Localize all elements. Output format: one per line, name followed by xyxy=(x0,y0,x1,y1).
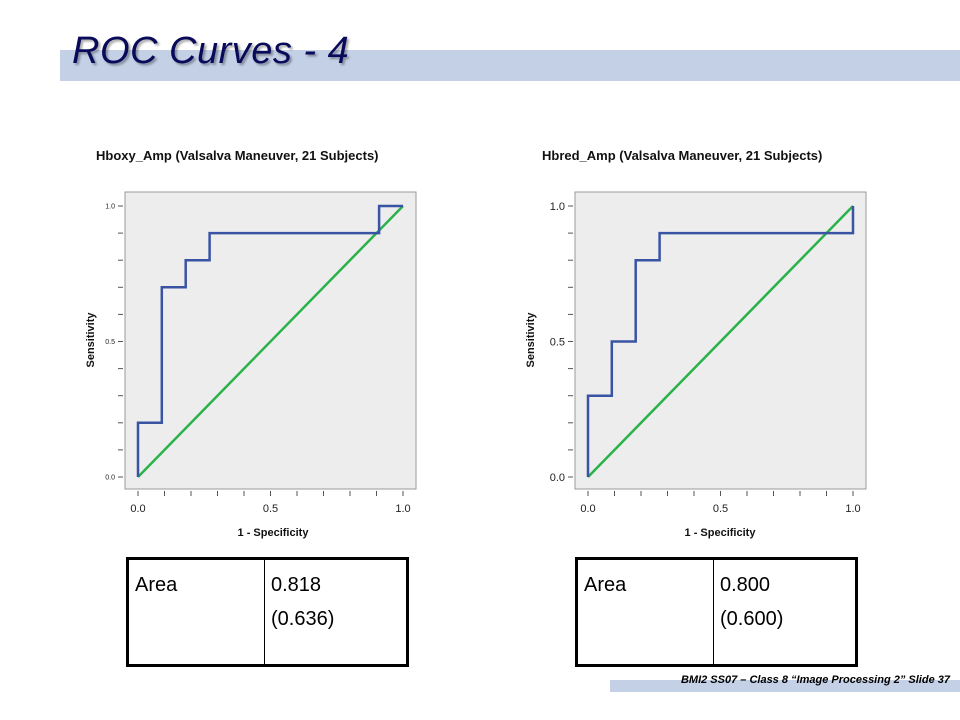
area-value: 0.800 xyxy=(720,574,771,596)
roc-chart-hbred: Hbred_Amp (Valsalva Maneuver, 21 Subject… xyxy=(525,148,867,539)
area-table-hbred: Area 0.800 (0.600) xyxy=(575,557,858,667)
y-tick-label: 0.5 xyxy=(550,337,565,349)
y-tick-label: 1.0 xyxy=(550,201,565,213)
axes: 0.0 0.5 1.0 0.0 0.5 1.0 xyxy=(105,204,410,516)
title-bar xyxy=(60,50,960,81)
y-tick-label: 1.0 xyxy=(105,204,115,211)
slide-footer: BMI2 SS07 – Class 8 “Image Processing 2”… xyxy=(680,674,950,686)
chart-title: Hbred_Amp (Valsalva Maneuver, 21 Subject… xyxy=(542,148,822,163)
x-tick-label: 0.5 xyxy=(713,503,728,515)
reference-diagonal-line xyxy=(137,205,404,478)
x-tick-label: 0.0 xyxy=(580,503,595,515)
y-tick-label: 0.0 xyxy=(550,472,565,484)
x-tick-label: 0.0 xyxy=(130,503,145,515)
series-layer xyxy=(136,204,404,478)
area-value-cell: 0.818 (0.636) xyxy=(264,558,408,666)
area-value-secondary: (0.600) xyxy=(720,608,784,630)
roc-curve-line xyxy=(586,206,855,477)
area-label: Area xyxy=(576,558,714,666)
roc-curve-line xyxy=(136,204,403,477)
y-axis-title: Sensitivity xyxy=(85,312,97,368)
y-tick-label: 0.0 xyxy=(105,475,115,482)
x-axis-title: 1 - Specificity xyxy=(685,527,757,539)
roc-chart-hboxy: Hboxy_Amp (Valsalva Maneuver, 21 Subject… xyxy=(85,148,417,539)
series-layer xyxy=(586,205,855,478)
footer-bar xyxy=(610,680,960,692)
reference-diagonal-line xyxy=(587,205,854,478)
x-tick-label: 1.0 xyxy=(845,503,860,515)
area-label: Area xyxy=(127,558,265,666)
y-tick-label: 0.5 xyxy=(105,339,115,346)
area-value: 0.818 xyxy=(271,574,322,596)
area-table-hboxy: Area 0.818 (0.636) xyxy=(126,557,409,667)
chart-title: Hboxy_Amp (Valsalva Maneuver, 21 Subject… xyxy=(96,148,379,163)
x-tick-label: 0.5 xyxy=(263,503,278,515)
y-axis-title: Sensitivity xyxy=(525,312,537,368)
area-value-secondary: (0.636) xyxy=(271,608,335,630)
area-value-cell: 0.800 (0.600) xyxy=(713,558,857,666)
x-tick-label: 1.0 xyxy=(395,503,410,515)
slide-title: ROC Curves - 4 xyxy=(72,30,350,72)
axes: 0.0 0.5 1.0 0.0 0.5 1.0 xyxy=(550,201,861,515)
x-axis-title: 1 - Specificity xyxy=(238,527,310,539)
